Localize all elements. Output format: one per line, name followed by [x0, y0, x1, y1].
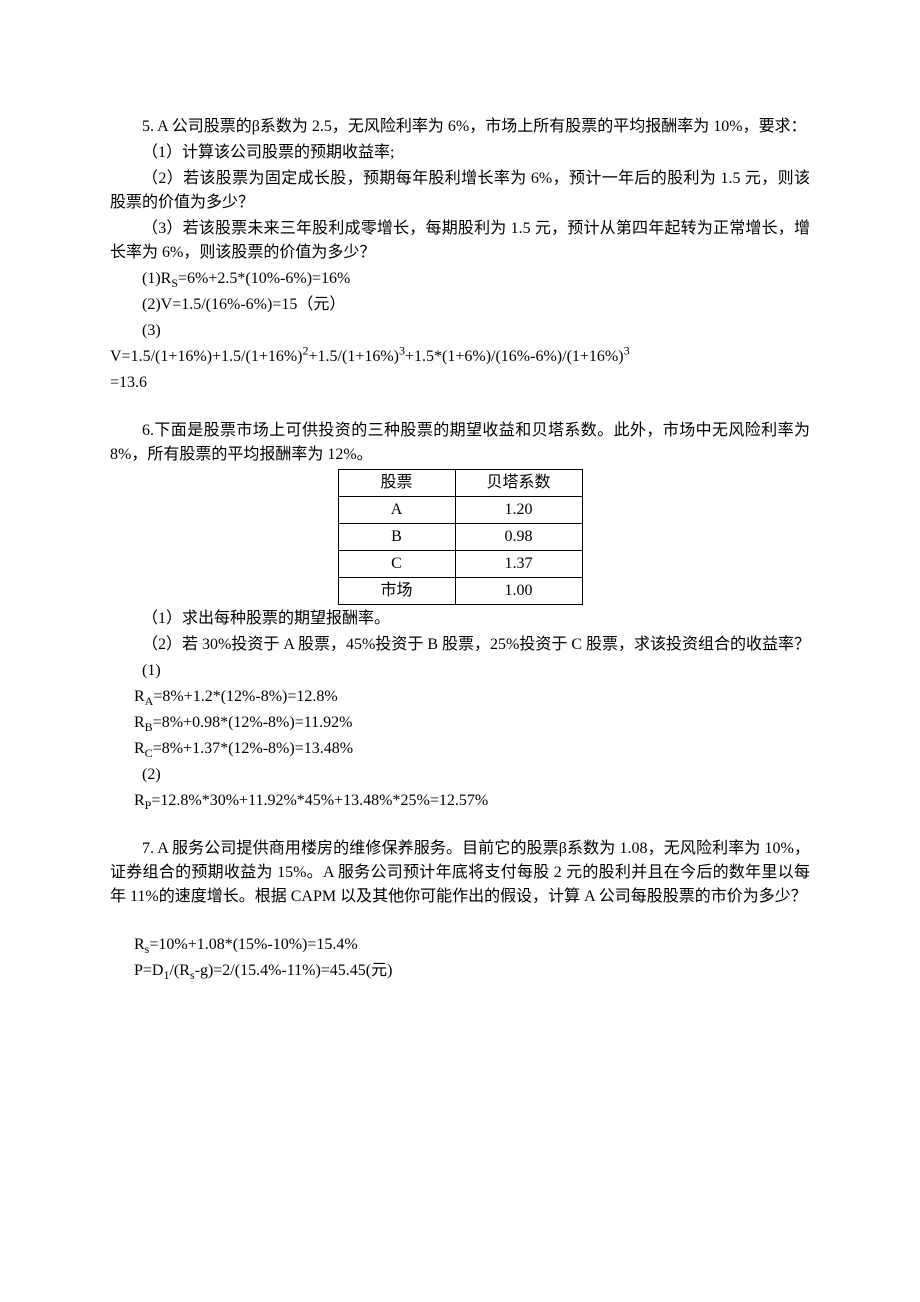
q5-answer-3-formula: V=1.5/(1+16%)+1.5/(1+16%)2+1.5/(1+16%)3+… — [110, 345, 810, 369]
table-cell: 0.98 — [455, 524, 582, 551]
superscript: 3 — [624, 344, 630, 358]
table-cell: A — [338, 497, 455, 524]
formula-part: +1.5/(1+16%) — [309, 348, 399, 365]
subscript: S — [171, 276, 178, 290]
formula-part: R — [134, 714, 145, 731]
table-cell: C — [338, 551, 455, 578]
q6-text-3: （2）若 30%投资于 A 股票，45%投资于 B 股票，25%投资于 C 股票… — [110, 633, 810, 657]
q5-text-2: （1）计算该公司股票的预期收益率; — [110, 141, 810, 165]
table-cell: 1.20 — [455, 497, 582, 524]
table-header-cell: 贝塔系数 — [455, 470, 582, 497]
formula-part: =10%+1.08*(15%-10%)=15.4% — [149, 936, 357, 953]
table-row: 市场 1.00 — [338, 578, 582, 605]
q6-answer-b: RB=8%+0.98*(12%-8%)=11.92% — [110, 711, 810, 735]
table-cell: 1.37 — [455, 551, 582, 578]
formula-part: /(R — [169, 962, 189, 979]
q6-answer-label-1: (1) — [110, 659, 810, 683]
formula-part: P=D — [134, 962, 163, 979]
q6-text-1: 6.下面是股票市场上可供投资的三种股票的期望收益和贝塔系数。此外，市场中无风险利… — [110, 419, 810, 467]
q6-text-2: （1）求出每种股票的期望报酬率。 — [110, 607, 810, 631]
q7-answer-2: P=D1/(Rs-g)=2/(15.4%-11%)=45.45(元) — [110, 959, 810, 983]
table-cell: 市场 — [338, 578, 455, 605]
q6-answer-p: RP=12.8%*30%+11.92%*45%+13.48%*25%=12.57… — [110, 789, 810, 813]
q5-text-3: （2）若该股票为固定成长股，预期每年股利增长率为 6%，预计一年后的股利为 1.… — [110, 167, 810, 215]
q6-answer-label-2: (2) — [110, 763, 810, 787]
q7-text-1: 7. A 服务公司提供商用楼房的维修保养服务。目前它的股票β系数为 1.08，无… — [110, 837, 810, 909]
table-cell: B — [338, 524, 455, 551]
formula-part: -g)=2/(15.4%-11%)=45.45(元) — [195, 962, 393, 979]
subscript: C — [145, 746, 153, 760]
formula-part: =8%+0.98*(12%-8%)=11.92% — [153, 714, 353, 731]
q5-text-4: （3）若该股票未来三年股利成零增长，每期股利为 1.5 元，预计从第四年起转为正… — [110, 217, 810, 265]
table-row: B 0.98 — [338, 524, 582, 551]
subscript: B — [145, 720, 153, 734]
formula-part: =6%+2.5*(10%-6%)=16% — [178, 270, 350, 287]
formula-part: (1)R — [142, 270, 171, 287]
table-row: A 1.20 — [338, 497, 582, 524]
q5-answer-2: (2)V=1.5/(16%-6%)=15（元） — [110, 293, 810, 317]
q5-text-1: 5. A 公司股票的β系数为 2.5，无风险利率为 6%，市场上所有股票的平均报… — [110, 115, 810, 139]
formula-part: R — [134, 740, 145, 757]
q6-answer-c: RC=8%+1.37*(12%-8%)=13.48% — [110, 737, 810, 761]
formula-part: R — [134, 688, 145, 705]
table-cell: 1.00 — [455, 578, 582, 605]
formula-part: V=1.5/(1+16%)+1.5/(1+16%) — [110, 348, 303, 365]
formula-part: R — [134, 792, 145, 809]
formula-part: +1.5*(1+6%)/(16%-6%)/(1+16%) — [405, 348, 624, 365]
formula-part: =8%+1.37*(12%-8%)=13.48% — [153, 740, 353, 757]
table-row: 股票 贝塔系数 — [338, 470, 582, 497]
beta-table: 股票 贝塔系数 A 1.20 B 0.98 C 1.37 市场 1.00 — [338, 469, 583, 605]
formula-part: =8%+1.2*(12%-8%)=12.8% — [153, 688, 337, 705]
q5-answer-1: (1)RS=6%+2.5*(10%-6%)=16% — [110, 267, 810, 291]
q5-answer-3-label: (3) — [110, 319, 810, 343]
formula-part: R — [134, 936, 145, 953]
q5-answer-3-result: =13.6 — [110, 371, 810, 395]
table-header-cell: 股票 — [338, 470, 455, 497]
q7-answer-1: Rs=10%+1.08*(15%-10%)=15.4% — [110, 933, 810, 957]
table-row: C 1.37 — [338, 551, 582, 578]
formula-part: =12.8%*30%+11.92%*45%+13.48%*25%=12.57% — [151, 792, 488, 809]
q6-answer-a: RA=8%+1.2*(12%-8%)=12.8% — [110, 685, 810, 709]
